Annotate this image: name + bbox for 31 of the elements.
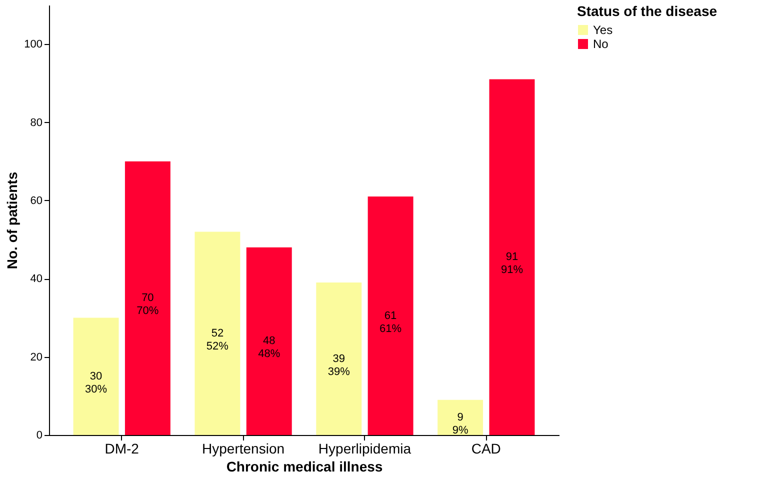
y-tick-label: 100 (24, 38, 42, 51)
x-tick-label: Hypertension (202, 440, 285, 456)
bar (489, 79, 535, 435)
x-tick-label: Hyperlipidemia (318, 440, 412, 456)
bar (73, 318, 119, 435)
y-tick-label: 20 (30, 351, 42, 364)
legend-title: Status of the disease (577, 3, 718, 19)
y-tick-label: 40 (30, 273, 42, 286)
data-label: 30 30% (85, 370, 108, 396)
data-label: 91 91% (500, 251, 524, 276)
y-tick-label: 60 (30, 194, 42, 207)
bar (368, 196, 414, 435)
data-label: 48 48% (258, 335, 280, 360)
x-axis-title: Chronic medical illness (226, 458, 383, 474)
bar (438, 400, 484, 435)
x-tick-label: DM-2 (104, 440, 140, 456)
data-label: 9 9% (452, 411, 468, 436)
legend-label: Yes (593, 23, 613, 37)
data-label: 52 52% (206, 327, 229, 352)
y-tick-label: 0 (36, 430, 42, 442)
legend-label: No (593, 37, 609, 51)
x-tick-label: CAD (471, 440, 501, 456)
bar (124, 161, 170, 435)
bar (194, 232, 240, 435)
y-tick-label: 80 (30, 116, 42, 129)
data-label: 39 39% (328, 352, 350, 378)
y-axis-title: No. of patients (4, 172, 20, 270)
data-label: 70 70% (136, 292, 159, 318)
bar (246, 247, 292, 435)
data-label: 61 61% (380, 310, 402, 335)
bar (316, 282, 362, 435)
